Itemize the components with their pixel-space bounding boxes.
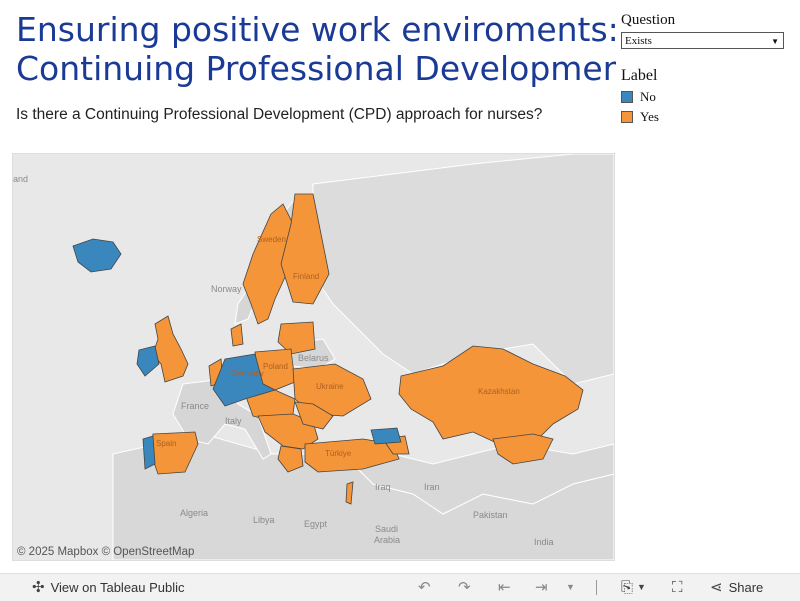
map-label-algeria: Algeria	[180, 508, 208, 518]
title-line-1: Ensuring positive work enviroments:	[16, 10, 616, 49]
question-filter-label: Question	[621, 12, 676, 28]
question-dropdown[interactable]: Exists ▼	[621, 32, 784, 49]
share-icon: ⋖	[710, 579, 723, 596]
country-denmark[interactable]	[230, 323, 244, 347]
country-israel[interactable]	[345, 481, 354, 505]
refresh-button[interactable]: ⇥	[535, 574, 548, 601]
map-label-pakistan: Pakistan	[473, 510, 508, 520]
map-label-sweden: Sweden	[257, 235, 286, 244]
landmass-middle-east	[341, 443, 614, 515]
legend-item-yes[interactable]: Yes	[621, 109, 791, 125]
map-label-norway: Norway	[211, 284, 242, 294]
legend-item-no[interactable]: No	[621, 89, 791, 105]
undo-button[interactable]: ↶	[418, 574, 431, 601]
country-germany-czechia[interactable]	[212, 353, 277, 407]
map-label-italy: Italy	[225, 416, 242, 426]
country-portugal[interactable]	[142, 435, 156, 470]
legend-label-no: No	[640, 89, 656, 104]
map-label-iran: Iran	[424, 482, 440, 492]
attribution-mapbox[interactable]: © 2025 Mapbox	[17, 546, 99, 558]
country-greece[interactable]	[277, 445, 304, 473]
revert-icon: ⇤	[498, 579, 511, 596]
tableau-toolbar: ✣ View on Tableau Public ↶ ↷ ⇤ ⇥ ▼ ⎘ ▼ ⛶…	[0, 573, 800, 601]
map-label-egypt: Egypt	[304, 519, 328, 529]
share-label: Share	[728, 580, 764, 595]
country-georgia[interactable]	[370, 427, 402, 445]
country-sweden[interactable]	[242, 203, 294, 325]
chevron-down-icon: ▼	[566, 582, 575, 592]
map-label-ukraine: Ukraine	[316, 382, 344, 391]
country-ireland[interactable]	[136, 345, 160, 377]
legend-label-yes: Yes	[640, 109, 659, 124]
view-on-tableau-label: View on Tableau Public	[50, 580, 185, 595]
map-label-belarus: Belarus	[298, 353, 329, 363]
landmass-russia	[312, 154, 614, 385]
legend-swatch-no	[621, 91, 633, 103]
fullscreen-icon: ⛶	[672, 579, 683, 596]
share-button[interactable]: ⋖ Share	[710, 574, 763, 601]
refresh-dropdown[interactable]: ▼	[566, 574, 575, 601]
toolbar-divider	[596, 580, 597, 595]
map-label-kazakhstan: Kazakhstan	[478, 387, 520, 396]
filter-panel: Question Exists ▼ Label No Yes	[621, 12, 791, 125]
map-label-india: India	[534, 537, 554, 547]
map-label-finland: Finland	[293, 272, 319, 281]
tableau-logo-icon: ✣	[32, 579, 45, 596]
country-turkiye[interactable]	[304, 438, 400, 473]
download-button[interactable]: ⎘ ▼	[621, 574, 646, 601]
fullscreen-button[interactable]: ⛶	[672, 574, 683, 601]
download-icon: ⎘	[621, 579, 634, 596]
page-title: Ensuring positive work enviroments: Cont…	[16, 10, 616, 90]
map-canvas[interactable]: and Norway Belarus France Italy Iraq Ira…	[13, 154, 614, 560]
map-label-poland: Poland	[263, 362, 288, 371]
map-attribution: © 2025 Mapbox © OpenStreetMap	[17, 546, 194, 558]
page-subtitle: Is there a Continuing Professional Devel…	[16, 106, 543, 123]
title-line-2: Continuing Professional Development	[16, 49, 616, 88]
redo-icon: ↷	[458, 579, 471, 596]
legend-title: Label	[621, 67, 658, 84]
map-label-germany: Germany	[231, 369, 264, 378]
country-romania-moldova[interactable]	[294, 401, 334, 430]
map-label-saudi: Saudi	[375, 524, 398, 534]
country-central-asia[interactable]	[492, 433, 554, 465]
country-iceland[interactable]	[72, 238, 122, 273]
dropdown-arrow-icon[interactable]: ▼	[771, 37, 779, 46]
map-view[interactable]: and Norway Belarus France Italy Iraq Ira…	[12, 153, 615, 561]
map-label-france: France	[181, 401, 209, 411]
map-label-iraq: Iraq	[375, 482, 391, 492]
refresh-icon: ⇥	[535, 579, 548, 596]
revert-button[interactable]: ⇤	[498, 574, 511, 601]
map-label-arabia: Arabia	[374, 535, 400, 545]
map-label-libya: Libya	[253, 515, 275, 525]
view-on-tableau-button[interactable]: ✣ View on Tableau Public	[32, 574, 185, 601]
country-kazakhstan[interactable]	[398, 345, 584, 447]
legend-swatch-yes	[621, 111, 633, 123]
map-label-spain: Spain	[156, 439, 176, 448]
country-baltics[interactable]	[277, 321, 316, 355]
undo-icon: ↶	[418, 579, 431, 596]
question-dropdown-value: Exists	[625, 35, 652, 47]
download-chevron-icon: ▼	[637, 582, 646, 592]
map-label-turkiye: Türkiye	[325, 449, 352, 458]
map-label-land: and	[13, 174, 28, 184]
attribution-osm[interactable]: © OpenStreetMap	[101, 546, 195, 558]
country-uk[interactable]	[152, 315, 189, 383]
country-finland[interactable]	[280, 193, 330, 305]
redo-button[interactable]: ↷	[458, 574, 471, 601]
country-ukraine[interactable]	[292, 363, 372, 417]
